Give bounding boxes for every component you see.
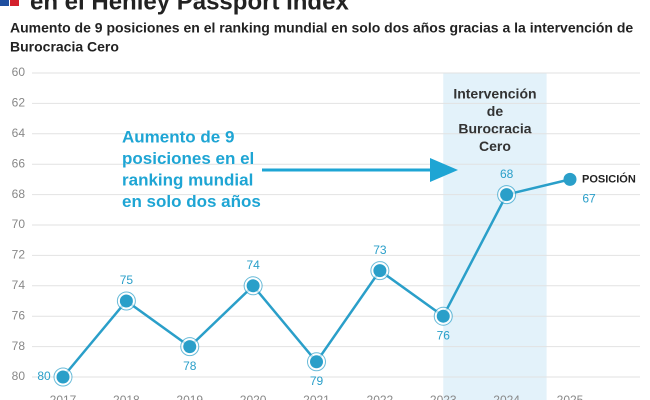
annotation: posiciones en el [122,149,254,168]
point [310,355,323,369]
x-tick-label: 2022 [367,393,394,400]
value-label: 67 [582,192,596,206]
value-label: 75 [120,273,134,287]
x-tick-label: 2023 [430,393,457,400]
y-tick-label: 72 [12,248,26,262]
annotation: en solo dos años [122,192,261,211]
flag-icon [0,0,9,6]
flag-icon [10,0,19,6]
series-label: POSICIÓN [582,172,636,185]
value-label: 76 [437,328,451,342]
x-tick-label: 2017 [50,393,77,400]
value-label: 80 [37,369,51,383]
y-tick-label: 66 [12,156,26,170]
x-tick-label: 2019 [176,393,203,400]
highlight-label: Burocracia [458,121,531,137]
value-label: 79 [310,374,324,388]
y-tick-label: 60 [12,65,26,79]
annotation-arrowhead [430,158,458,182]
highlight-label: de [487,103,504,119]
y-tick-label: 68 [12,187,26,201]
y-tick-label: 80 [12,369,26,383]
y-tick-label: 62 [12,96,26,110]
subtitle: Burocracia Cero [10,39,119,55]
value-label: 73 [373,243,387,257]
highlight-label: Intervención [453,86,536,102]
chart-title: en el Henley Passport Index [30,0,349,15]
x-tick-label: 2020 [240,393,267,400]
value-label: 68 [500,167,514,181]
point [56,370,70,384]
y-tick-label: 76 [12,308,26,322]
x-tick-label: 2018 [113,393,140,400]
y-tick-label: 74 [12,278,26,292]
annotation: ranking mundial [122,170,253,189]
x-tick-label: 2021 [303,393,330,400]
point [183,340,197,354]
y-tick-label: 70 [12,217,26,231]
point [373,264,387,278]
x-tick-label: 2024 [493,393,520,400]
value-label: 74 [246,258,260,272]
point [563,172,577,186]
annotation: Aumento de 9 [122,127,234,146]
y-tick-label: 64 [12,126,26,140]
subtitle: Aumento de 9 posiciones en el ranking mu… [10,20,633,36]
highlight-label: Cero [479,138,511,154]
point [436,309,450,323]
point [119,294,133,308]
x-tick-label: 2025 [557,393,584,400]
point [500,188,514,202]
highlight-band [443,73,547,400]
point [246,279,260,293]
value-label: 78 [183,359,197,373]
y-tick-label: 78 [12,339,26,353]
